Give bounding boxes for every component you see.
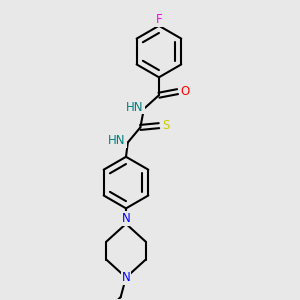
Text: S: S	[162, 119, 170, 132]
Text: F: F	[156, 13, 162, 26]
Text: HN: HN	[126, 100, 144, 113]
Text: O: O	[180, 85, 189, 98]
Text: N: N	[122, 212, 130, 225]
Text: HN: HN	[108, 134, 126, 147]
Text: N: N	[122, 271, 130, 284]
